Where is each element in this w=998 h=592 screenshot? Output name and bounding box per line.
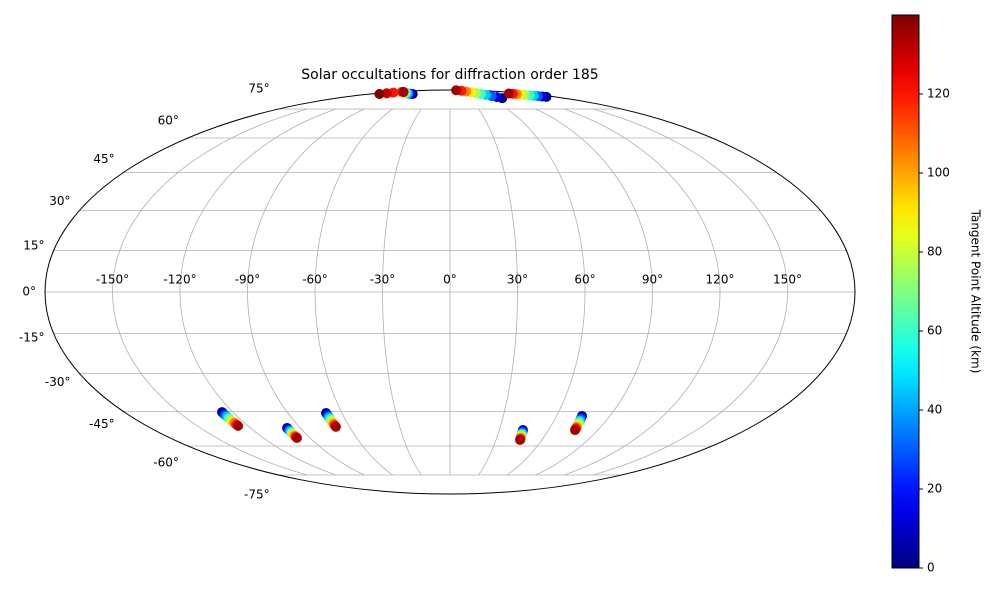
grid-line: [535, 108, 653, 476]
y-tick-label: -45°: [89, 417, 115, 431]
data-point: [451, 85, 462, 96]
data-point: [515, 434, 526, 445]
map-outline: [44, 89, 856, 495]
data-point: [503, 88, 514, 99]
y-tick-label: -15°: [19, 330, 45, 344]
x-tick-label: 90°: [642, 273, 663, 287]
colorbar-tick-label: 0: [927, 561, 935, 575]
colorbar-label: Tangent Point Altitude (km): [969, 209, 983, 374]
grid-line: [506, 108, 586, 476]
x-tick-label: -120°: [163, 273, 196, 287]
x-tick-label: -60°: [302, 273, 328, 287]
x-tick-label: 0°: [443, 273, 457, 287]
data-point: [374, 89, 385, 100]
data-point: [398, 86, 409, 97]
colorbar-tick-label: 80: [927, 245, 942, 259]
x-tick-label: 30°: [507, 273, 528, 287]
data-point: [330, 421, 341, 432]
y-tick-label: -75°: [244, 487, 270, 501]
y-tick-label: 75°: [248, 82, 269, 96]
colorbar-tick-label: 40: [927, 403, 942, 417]
y-tick-label: 30°: [49, 194, 70, 208]
y-tick-label: 15°: [23, 239, 44, 253]
data-point: [291, 432, 302, 443]
data-point: [233, 420, 244, 431]
colorbar-tick-label: 100: [927, 166, 950, 180]
y-tick-label: 45°: [93, 152, 114, 166]
grid-line: [592, 108, 788, 476]
y-tick-label: -60°: [153, 455, 179, 469]
x-tick-label: -90°: [235, 273, 261, 287]
chart-title: Solar occultations for diffraction order…: [301, 67, 598, 83]
grid-line: [112, 108, 308, 476]
x-tick-label: -150°: [96, 273, 129, 287]
grid-line: [247, 108, 365, 476]
grid-line: [564, 108, 721, 476]
x-tick-label: 60°: [574, 273, 595, 287]
data-point: [570, 425, 581, 436]
grid-line: [478, 108, 518, 476]
grid-line: [179, 108, 336, 476]
colorbar-tick-label: 60: [927, 324, 942, 338]
colorbar-tick-label: 120: [927, 87, 950, 101]
grid-line: [382, 108, 422, 476]
grid-line: [314, 108, 394, 476]
colorbar: [891, 14, 920, 569]
y-tick-label: -30°: [45, 375, 71, 389]
y-tick-label: 0°: [22, 285, 36, 299]
data-point: [381, 88, 392, 99]
x-tick-label: 150°: [773, 273, 802, 287]
x-tick-label: -30°: [370, 273, 396, 287]
y-tick-label: 60°: [158, 114, 179, 128]
colorbar-tick-label: 20: [927, 482, 942, 496]
x-tick-label: 120°: [706, 273, 735, 287]
